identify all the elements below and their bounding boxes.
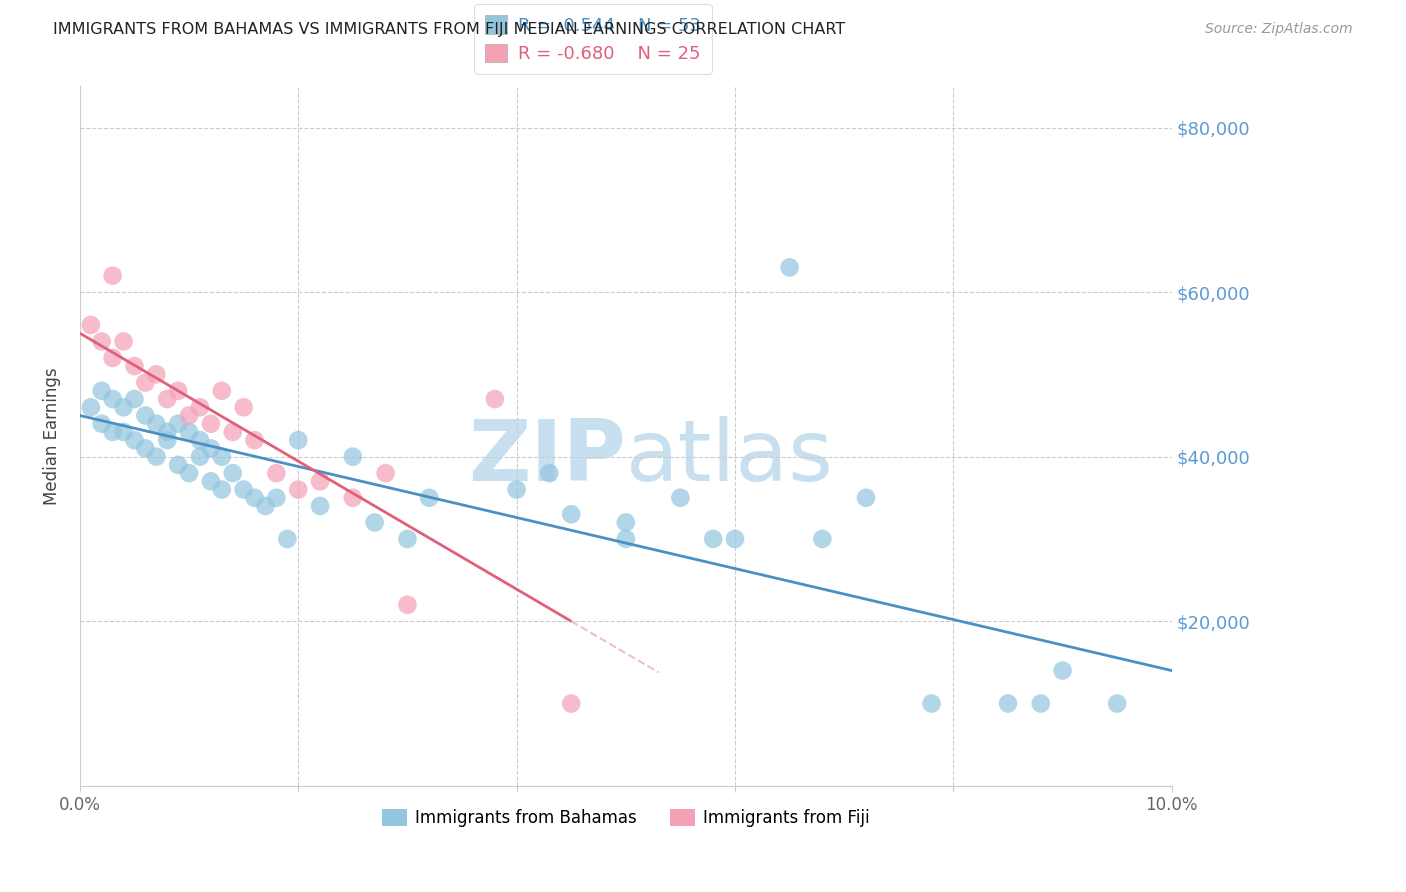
Point — [124, 359, 146, 373]
Point — [396, 598, 419, 612]
Point — [309, 499, 332, 513]
Point — [134, 409, 156, 423]
Point — [243, 433, 266, 447]
Point — [167, 458, 190, 472]
Point — [724, 532, 747, 546]
Point — [156, 392, 179, 406]
Point — [134, 376, 156, 390]
Point — [112, 425, 135, 439]
Point — [200, 442, 222, 456]
Point — [669, 491, 692, 505]
Point — [101, 268, 124, 283]
Point — [1052, 664, 1074, 678]
Point — [80, 401, 103, 415]
Point — [222, 466, 245, 480]
Point — [232, 401, 254, 415]
Point — [342, 450, 364, 464]
Point — [211, 483, 233, 497]
Point — [243, 491, 266, 505]
Point — [101, 425, 124, 439]
Point — [309, 475, 332, 489]
Point — [1107, 697, 1129, 711]
Text: Source: ZipAtlas.com: Source: ZipAtlas.com — [1205, 22, 1353, 37]
Point — [90, 334, 112, 349]
Point — [145, 450, 167, 464]
Point — [222, 425, 245, 439]
Point — [177, 466, 200, 480]
Point — [505, 483, 527, 497]
Point — [374, 466, 396, 480]
Point — [124, 392, 146, 406]
Text: atlas: atlas — [626, 416, 834, 499]
Point — [342, 491, 364, 505]
Y-axis label: Median Earnings: Median Earnings — [44, 368, 60, 505]
Point — [112, 334, 135, 349]
Point — [287, 483, 309, 497]
Point — [232, 483, 254, 497]
Point — [188, 401, 211, 415]
Point — [80, 318, 103, 332]
Point — [560, 697, 582, 711]
Point — [614, 532, 637, 546]
Point — [254, 499, 277, 513]
Point — [90, 417, 112, 431]
Point — [560, 508, 582, 522]
Point — [101, 351, 124, 365]
Point — [266, 491, 288, 505]
Point — [145, 368, 167, 382]
Point — [287, 433, 309, 447]
Point — [276, 532, 298, 546]
Point — [538, 466, 561, 480]
Point — [396, 532, 419, 546]
Point — [156, 433, 179, 447]
Point — [855, 491, 877, 505]
Point — [211, 450, 233, 464]
Point — [811, 532, 834, 546]
Point — [167, 384, 190, 398]
Point — [200, 475, 222, 489]
Point — [188, 433, 211, 447]
Point — [90, 384, 112, 398]
Point — [418, 491, 440, 505]
Point — [188, 450, 211, 464]
Legend: Immigrants from Bahamas, Immigrants from Fiji: Immigrants from Bahamas, Immigrants from… — [375, 802, 877, 833]
Point — [1029, 697, 1052, 711]
Point — [363, 516, 385, 530]
Point — [177, 425, 200, 439]
Point — [145, 417, 167, 431]
Text: ZIP: ZIP — [468, 416, 626, 499]
Point — [167, 417, 190, 431]
Text: IMMIGRANTS FROM BAHAMAS VS IMMIGRANTS FROM FIJI MEDIAN EARNINGS CORRELATION CHAR: IMMIGRANTS FROM BAHAMAS VS IMMIGRANTS FR… — [53, 22, 845, 37]
Point — [614, 516, 637, 530]
Point — [921, 697, 943, 711]
Point — [779, 260, 801, 275]
Point — [702, 532, 724, 546]
Point — [200, 417, 222, 431]
Point — [484, 392, 506, 406]
Point — [266, 466, 288, 480]
Point — [156, 425, 179, 439]
Point — [997, 697, 1019, 711]
Point — [177, 409, 200, 423]
Point — [211, 384, 233, 398]
Point — [101, 392, 124, 406]
Point — [134, 442, 156, 456]
Point — [112, 401, 135, 415]
Point — [124, 433, 146, 447]
